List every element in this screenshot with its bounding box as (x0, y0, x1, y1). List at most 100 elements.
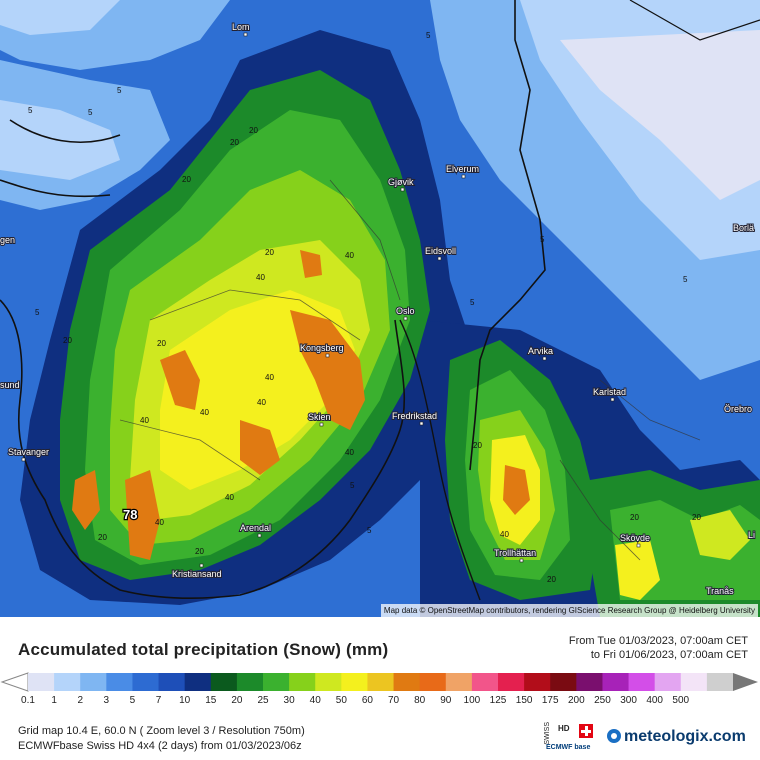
contour-label: 20 (249, 126, 258, 135)
city-label[interactable]: Arvika (527, 345, 554, 357)
contour-label: 40 (155, 518, 164, 527)
scale-tick-label: 0.1 (21, 695, 35, 706)
scale-tick-label: 80 (414, 695, 426, 706)
city-label[interactable]: Skövde (619, 532, 651, 544)
city-label[interactable]: Karlstad (592, 386, 627, 398)
precipitation-map[interactable]: Lom Gjøvik Elverum Eidsvoll Oslo Kongsbe… (0, 0, 760, 617)
contour-label: 20 (63, 336, 72, 345)
scale-swatch (602, 673, 630, 691)
scale-swatch (236, 673, 264, 691)
contour-label: 40 (257, 398, 266, 407)
scale-tick-label: 25 (257, 695, 269, 706)
scale-swatch (315, 673, 342, 691)
city-label[interactable]: Gjøvik (387, 176, 415, 188)
city-label[interactable]: Borlä (732, 222, 755, 234)
scale-tick-label: 125 (489, 695, 507, 706)
scale-tick-label: 100 (463, 695, 481, 706)
city-label[interactable]: Lom (231, 21, 251, 33)
city-label[interactable]: Li (747, 529, 756, 541)
contour-label: 5 (117, 86, 122, 95)
scale-tick-label: 40 (309, 695, 321, 706)
swiss-cross-icon (579, 724, 593, 738)
city-label[interactable]: Arendal (239, 522, 272, 534)
contour-label: 20 (157, 339, 166, 348)
scale-swatch (471, 673, 499, 691)
color-scale-bar (0, 672, 758, 692)
city-label[interactable]: Kongsberg (299, 342, 345, 354)
scale-tick-label: 500 (672, 695, 690, 706)
scale-tick-label: 10 (179, 695, 191, 706)
scale-swatch (289, 673, 316, 691)
ecmwf-logo: ECMWF base (546, 744, 591, 751)
map-canvas: Lom Gjøvik Elverum Eidsvoll Oslo Kongsbe… (0, 0, 760, 617)
contour-label: 40 (140, 416, 149, 425)
city-label[interactable]: Tranås (705, 585, 735, 597)
contour-label: 20 (98, 533, 107, 542)
city-label[interactable]: sund (0, 379, 21, 391)
scale-tick-label: 3 (103, 695, 110, 706)
city-label[interactable]: Trollhättan (493, 547, 537, 559)
city-label[interactable]: Fredrikstad (391, 410, 438, 422)
contour-label: 20 (182, 175, 191, 184)
city-label[interactable]: Kristiansand (171, 568, 223, 580)
contour-label: 5 (426, 31, 431, 40)
city-label[interactable]: Oslo (395, 305, 416, 317)
scale-tick-label: 60 (361, 695, 373, 706)
contour-label: 5 (350, 481, 355, 490)
brand-name: meteologix.com (624, 728, 746, 745)
scale-tick-label: 200 (567, 695, 585, 706)
contour-label: 40 (345, 251, 354, 260)
contour-label: 40 (225, 493, 234, 502)
meteologix-logo[interactable]: meteologix.com (607, 728, 746, 746)
scale-swatch (445, 673, 473, 691)
scale-tick-label: 20 (231, 695, 243, 706)
scale-arrow-left (0, 672, 29, 692)
city-label[interactable]: Skien (307, 411, 332, 423)
scale-tick-label: 7 (155, 695, 162, 706)
scale-swatch (550, 673, 577, 691)
contour-label: 5 (35, 308, 40, 317)
contour-label: 5 (470, 298, 475, 307)
city-label[interactable]: Elverum (445, 163, 480, 175)
contour-label: 5 (367, 526, 372, 535)
contour-label: 20 (630, 513, 639, 522)
scale-tick-label: 30 (283, 695, 295, 706)
model-run-info: ECMWFbase Swiss HD 4x4 (2 days) from 01/… (18, 740, 302, 752)
contour-label: 20 (195, 547, 204, 556)
city-label[interactable]: Stavanger (7, 446, 50, 458)
scale-tick-label: 250 (594, 695, 611, 706)
contour-label: 5 (28, 106, 33, 115)
scale-swatch (341, 673, 368, 691)
scale-swatch (393, 673, 421, 691)
contour-labels: 5 20 40 5 20 40 20 40 40 40 5 20 20 40 4… (28, 31, 701, 584)
scale-swatch (80, 673, 107, 691)
city-label[interactable]: Eidsvoll (424, 245, 457, 257)
city-label[interactable]: Örebro (723, 403, 753, 415)
scale-swatch (367, 673, 395, 691)
scale-tick-label: 90 (440, 695, 452, 706)
contour-label: 5 (540, 235, 545, 244)
brand-logos[interactable]: SWISS HD ECMWF base meteologix.com (544, 722, 756, 756)
hd-badge: HD (558, 724, 570, 733)
contour-label: 20 (230, 138, 239, 147)
contour-label: 40 (265, 373, 274, 382)
grid-info: Grid map 10.4 E, 60.0 N ( Zoom level 3 /… (18, 725, 305, 737)
contour-label: 20 (547, 575, 556, 584)
swiss-label: SWISS (544, 722, 551, 745)
scale-swatch (524, 673, 551, 691)
legend-title: Accumulated total precipitation (Snow) (… (18, 640, 389, 659)
contour-label: 20 (692, 513, 701, 522)
scale-swatch (158, 673, 186, 691)
scale-tick-label: 150 (515, 695, 533, 706)
city-label[interactable]: gen (0, 234, 16, 246)
contour-label: 20 (473, 441, 482, 450)
scale-swatch (132, 673, 160, 691)
scale-swatch (706, 673, 734, 691)
scale-swatch (263, 673, 290, 691)
contour-label: 40 (500, 530, 509, 539)
map-credit: Map data © OpenStreetMap contributors, r… (380, 604, 758, 617)
time-period: From Tue 01/03/2023, 07:00am CET to Fri … (569, 634, 748, 662)
scale-arrow-right (733, 673, 758, 691)
city-markers (21, 32, 641, 568)
contour-label: 5 (683, 275, 688, 284)
